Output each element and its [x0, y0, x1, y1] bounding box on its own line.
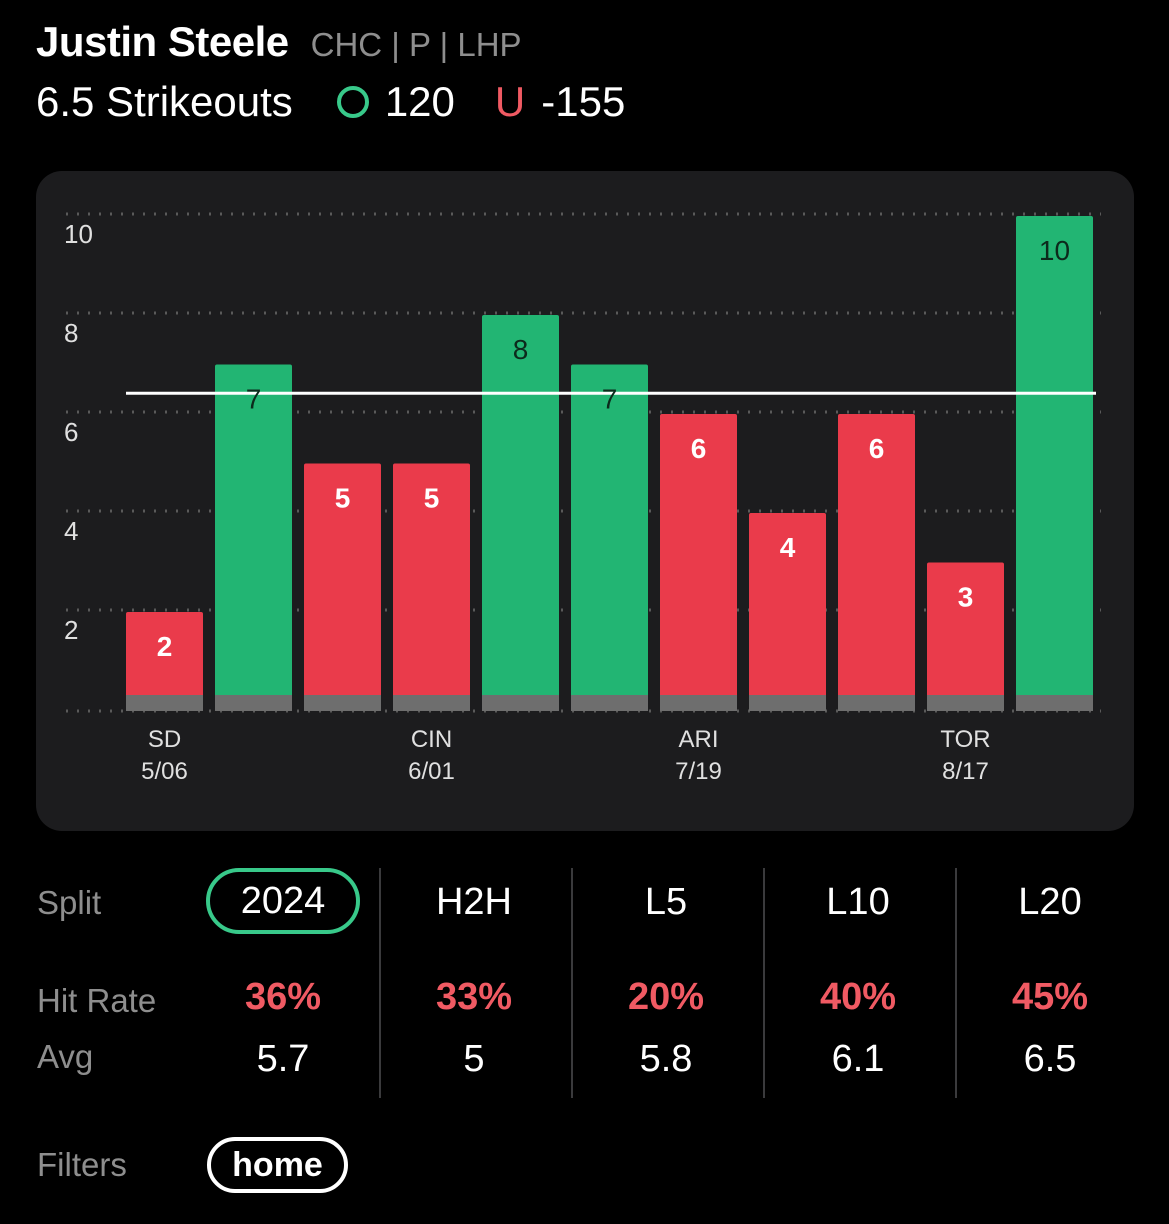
bar-base — [482, 695, 559, 711]
split-tab-l10[interactable]: L10 — [826, 881, 890, 923]
bar-value-label: 6 — [869, 433, 885, 464]
under-odds[interactable]: -155 — [541, 78, 626, 125]
bar-value-label: 6 — [691, 433, 707, 464]
avg-value: 5.7 — [256, 1038, 310, 1080]
bar-base — [927, 695, 1004, 711]
filter-chip-home[interactable]: home — [207, 1137, 348, 1193]
hit-rate-value: 20% — [627, 976, 705, 1018]
x-axis-team-label: TOR — [940, 726, 990, 753]
x-axis-date-label: 6/01 — [408, 758, 455, 785]
bar — [215, 364, 292, 711]
hit-rate-value: 40% — [819, 976, 897, 1018]
bar — [482, 315, 559, 711]
bar-value-label: 10 — [1039, 235, 1070, 266]
bar-base — [660, 695, 737, 711]
y-tick-label: 4 — [64, 516, 78, 546]
column-divider — [379, 868, 381, 1098]
bar-base — [838, 695, 915, 711]
over-odds[interactable]: 120 — [384, 78, 455, 125]
bar-value-label: 2 — [157, 631, 173, 662]
y-tick-label: 10 — [64, 219, 93, 249]
avg-value: 5 — [463, 1038, 485, 1080]
bar-value-label: 7 — [246, 384, 262, 415]
bar-value-label: 4 — [780, 532, 796, 563]
strikeouts-bar-chart: 2 4 6 8 10 2 7 5 5 8 7 6 4 6 3 10 SD 5/06 CIN 6/01 ARI 7/19 TO… — [64, 212, 1101, 785]
y-tick-label: 8 — [64, 318, 78, 348]
bar — [304, 463, 381, 711]
bar-base — [1016, 695, 1093, 711]
x-axis-team-label: SD — [148, 726, 181, 753]
split-stats-table: Split Hit Rate Avg 2024 36% 5.7 H2H 33% … — [0, 860, 1169, 1110]
bar — [393, 463, 470, 711]
bar — [660, 414, 737, 711]
bar-value-label: 5 — [424, 483, 440, 514]
bar-base — [126, 695, 203, 711]
bar-value-label: 8 — [513, 334, 529, 365]
split-tab-l5[interactable]: L5 — [644, 881, 688, 923]
column-divider — [571, 868, 573, 1098]
avg-row-label: Avg — [37, 1038, 94, 1075]
x-axis-team-label: ARI — [678, 726, 718, 753]
split-row-label: Split — [37, 884, 102, 921]
bar-base — [749, 695, 826, 711]
bar — [571, 364, 648, 711]
bar — [126, 612, 203, 711]
player-name: Justin Steele — [36, 18, 289, 65]
hit-rate-value: 45% — [1011, 976, 1089, 1018]
split-tab-h2h[interactable]: H2H — [435, 881, 513, 923]
hit-rate-value: 36% — [244, 976, 322, 1018]
split-tab-2024[interactable]: 2024 — [206, 868, 360, 934]
player-header: Justin Steele CHC | P | LHP 6.5 Strikeou… — [36, 18, 625, 126]
bar-value-label: 7 — [602, 384, 618, 415]
under-letter-icon: U — [494, 78, 526, 125]
x-axis-date-label: 8/17 — [942, 758, 989, 785]
x-axis-team-label: CIN — [411, 726, 452, 753]
bar — [1016, 216, 1093, 711]
hit-rate-row-label: Hit Rate — [37, 982, 157, 1019]
over-circle-icon — [336, 86, 369, 118]
hit-rate-value: 33% — [435, 976, 513, 1018]
y-tick-label: 6 — [64, 417, 78, 447]
bar — [927, 562, 1004, 711]
bar-value-label: 3 — [958, 582, 974, 613]
avg-value: 6.5 — [1023, 1038, 1077, 1080]
filters-label: Filters — [37, 1146, 127, 1183]
bar-base — [304, 695, 381, 711]
bar-base — [393, 695, 470, 711]
player-meta: CHC | P | LHP — [310, 26, 522, 63]
bar — [838, 414, 915, 711]
x-axis-date-label: 7/19 — [675, 758, 722, 785]
bar — [749, 513, 826, 711]
prop-label: 6.5 Strikeouts — [36, 78, 293, 125]
bar-base — [571, 695, 648, 711]
split-tab-l20[interactable]: L20 — [1018, 881, 1082, 923]
name-row: Justin Steele CHC | P | LHP — [36, 18, 625, 66]
column-divider — [763, 868, 765, 1098]
y-tick-label: 2 — [64, 615, 78, 645]
bar-value-label: 5 — [335, 483, 351, 514]
chart-card: 2 4 6 8 10 2 7 5 5 8 7 6 4 6 3 10 SD 5/06 CIN 6/01 ARI 7/19 TO… — [36, 171, 1134, 831]
column-divider — [955, 868, 957, 1098]
prop-line-row: 6.5 Strikeouts 120 U -155 — [36, 78, 625, 126]
bar-base — [215, 695, 292, 711]
x-axis-date-label: 5/06 — [141, 758, 188, 785]
avg-value: 5.8 — [639, 1038, 693, 1080]
avg-value: 6.1 — [831, 1038, 885, 1080]
